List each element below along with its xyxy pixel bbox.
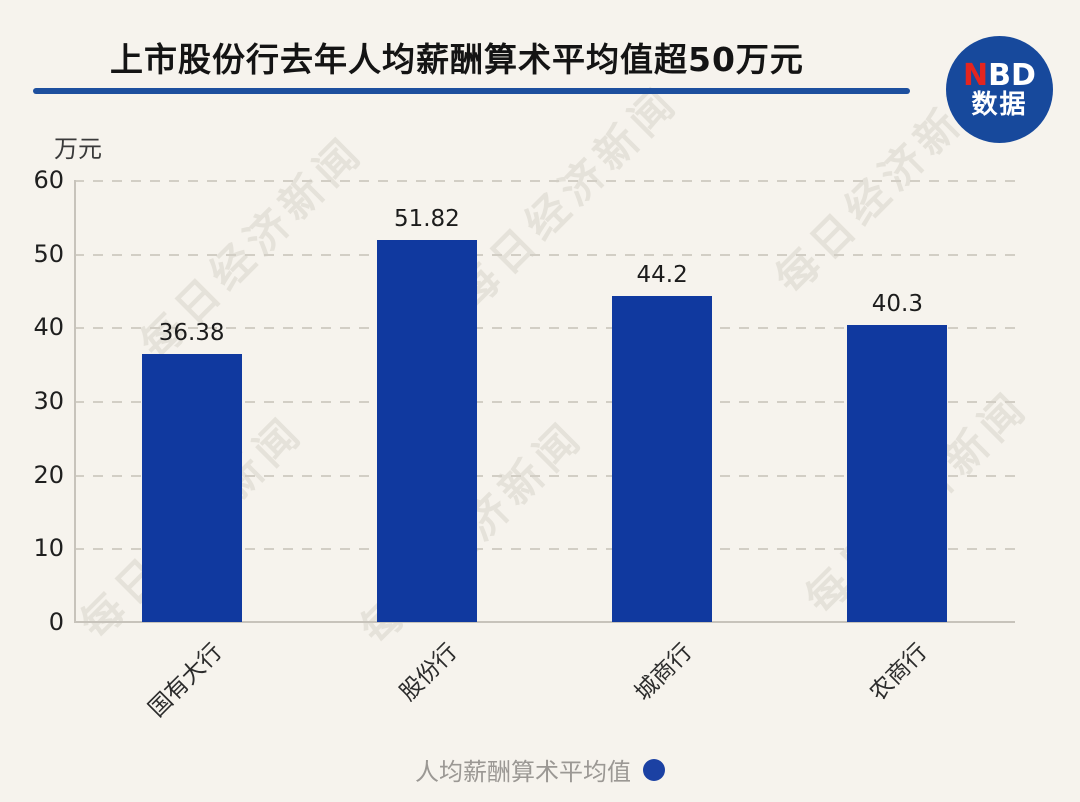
- nbd-logo-n: N: [963, 58, 989, 94]
- nbd-logo-sub: 数据: [971, 89, 1028, 120]
- chart-title: 上市股份行去年人均薪酬算术平均值超50万元: [110, 40, 804, 79]
- legend: 人均薪酬算术平均值: [0, 752, 1080, 787]
- gridline-20: [74, 474, 1015, 477]
- legend-label: 人均薪酬算术平均值: [415, 758, 631, 786]
- y-tick-label-30: 30: [33, 387, 64, 415]
- y-tick-label-0: 0: [48, 608, 64, 636]
- y-axis-unit-label: 万元: [54, 135, 102, 163]
- x-label-股份行: 股份行: [395, 638, 463, 707]
- bar-国有大行: [141, 354, 242, 622]
- nbd-logo-text: NBD: [963, 60, 1036, 92]
- bar-股份行: [376, 240, 477, 622]
- y-tick-label-10: 10: [33, 534, 64, 563]
- value-label-城商行: 44.2: [636, 262, 688, 289]
- x-label-城商行: 城商行: [630, 638, 698, 707]
- gridline-40: [74, 327, 1015, 330]
- y-tick-label-20: 20: [33, 460, 64, 489]
- x-axis-baseline: [74, 621, 1015, 623]
- title-underline: [33, 88, 910, 94]
- gridline-30: [74, 401, 1015, 403]
- value-label-农商行: 40.3: [871, 291, 923, 318]
- value-label-国有大行: 36.38: [158, 320, 225, 346]
- x-label-国有大行: 国有大行: [143, 638, 227, 723]
- gridline-60: [74, 180, 1015, 182]
- y-tick-label-40: 40: [33, 313, 64, 342]
- bar-城商行: [612, 296, 713, 622]
- plot-area: [74, 180, 1015, 623]
- gridline-50: [74, 253, 1015, 256]
- value-label-股份行: 51.82: [393, 206, 460, 233]
- nbd-logo-bd: BD: [988, 58, 1036, 94]
- y-axis-line: [74, 180, 76, 622]
- x-label-农商行: 农商行: [865, 638, 933, 707]
- legend-marker-dot: [643, 758, 665, 781]
- nbd-logo: NBD 数据: [946, 36, 1053, 143]
- y-tick-label-60: 60: [33, 166, 64, 194]
- bar-农商行: [847, 325, 948, 622]
- gridline-10: [74, 548, 1015, 551]
- y-tick-label-50: 50: [33, 239, 64, 268]
